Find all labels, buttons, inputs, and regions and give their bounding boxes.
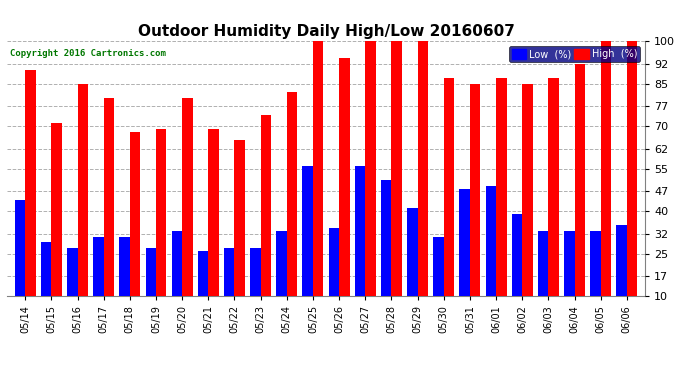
Bar	[444, 78, 454, 296]
Bar	[276, 231, 287, 296]
Bar	[104, 98, 114, 296]
Bar	[313, 41, 324, 296]
Bar	[512, 214, 522, 296]
Bar	[235, 140, 245, 296]
Bar	[575, 64, 585, 296]
Legend: Low  (%), High  (%): Low (%), High (%)	[509, 46, 640, 62]
Bar	[365, 41, 376, 296]
Bar	[328, 228, 339, 296]
Bar	[496, 78, 506, 296]
Bar	[208, 129, 219, 296]
Bar	[355, 166, 365, 296]
Bar	[182, 98, 193, 296]
Bar	[616, 225, 627, 296]
Text: Copyright 2016 Cartronics.com: Copyright 2016 Cartronics.com	[10, 49, 166, 58]
Bar	[51, 123, 62, 296]
Bar	[261, 115, 271, 296]
Bar	[156, 129, 166, 296]
Bar	[417, 41, 428, 296]
Bar	[250, 248, 261, 296]
Bar	[198, 251, 208, 296]
Bar	[77, 84, 88, 296]
Bar	[119, 237, 130, 296]
Bar	[601, 41, 611, 296]
Bar	[172, 231, 182, 296]
Bar	[522, 84, 533, 296]
Bar	[549, 78, 559, 296]
Bar	[130, 132, 140, 296]
Bar	[224, 248, 235, 296]
Bar	[564, 231, 575, 296]
Bar	[339, 58, 350, 296]
Bar	[470, 84, 480, 296]
Bar	[302, 166, 313, 296]
Bar	[538, 231, 549, 296]
Bar	[627, 41, 638, 296]
Bar	[590, 231, 601, 296]
Bar	[460, 189, 470, 296]
Bar	[14, 200, 26, 296]
Bar	[67, 248, 77, 296]
Bar	[93, 237, 104, 296]
Bar	[407, 209, 417, 296]
Bar	[486, 186, 496, 296]
Bar	[433, 237, 444, 296]
Bar	[287, 92, 297, 296]
Bar	[146, 248, 156, 296]
Bar	[26, 70, 36, 296]
Bar	[41, 242, 51, 296]
Bar	[391, 41, 402, 296]
Bar	[381, 180, 391, 296]
Title: Outdoor Humidity Daily High/Low 20160607: Outdoor Humidity Daily High/Low 20160607	[137, 24, 515, 39]
